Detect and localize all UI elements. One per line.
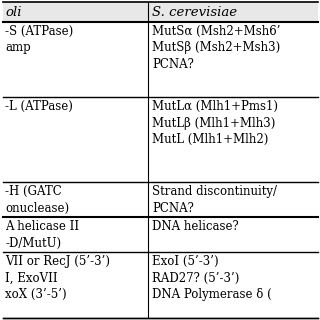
Text: oli: oli	[5, 5, 21, 19]
Text: Strand discontinuity/
PCNA?: Strand discontinuity/ PCNA?	[152, 185, 277, 214]
Bar	[3, 2, 318, 22]
Text: ExoI (5’-3’)
RAD27? (5’-3’)
DNA Polymerase δ (: ExoI (5’-3’) RAD27? (5’-3’) DNA Polymera…	[152, 255, 272, 301]
Text: MutSα (Msh2+Msh6’
MutSβ (Msh2+Msh3)
PCNA?: MutSα (Msh2+Msh6’ MutSβ (Msh2+Msh3) PCNA…	[152, 25, 281, 71]
Text: MutLα (Mlh1+Pms1)
MutLβ (Mlh1+Mlh3)
MutL (Mlh1+Mlh2): MutLα (Mlh1+Pms1) MutLβ (Mlh1+Mlh3) MutL…	[152, 100, 278, 146]
Text: -S (ATPase)
amp: -S (ATPase) amp	[5, 25, 73, 54]
Text: DNA helicase?: DNA helicase?	[152, 220, 239, 233]
Text: -H (GATC
onuclease): -H (GATC onuclease)	[5, 185, 69, 214]
Text: VII or RecJ (5’-3’)
I, ExoVII
xoX (3’-5’): VII or RecJ (5’-3’) I, ExoVII xoX (3’-5’…	[5, 255, 110, 301]
Text: A helicase II
-D/MutU): A helicase II -D/MutU)	[5, 220, 79, 250]
Text: -L (ATPase): -L (ATPase)	[5, 100, 73, 113]
Text: S. cerevisiae: S. cerevisiae	[152, 5, 237, 19]
